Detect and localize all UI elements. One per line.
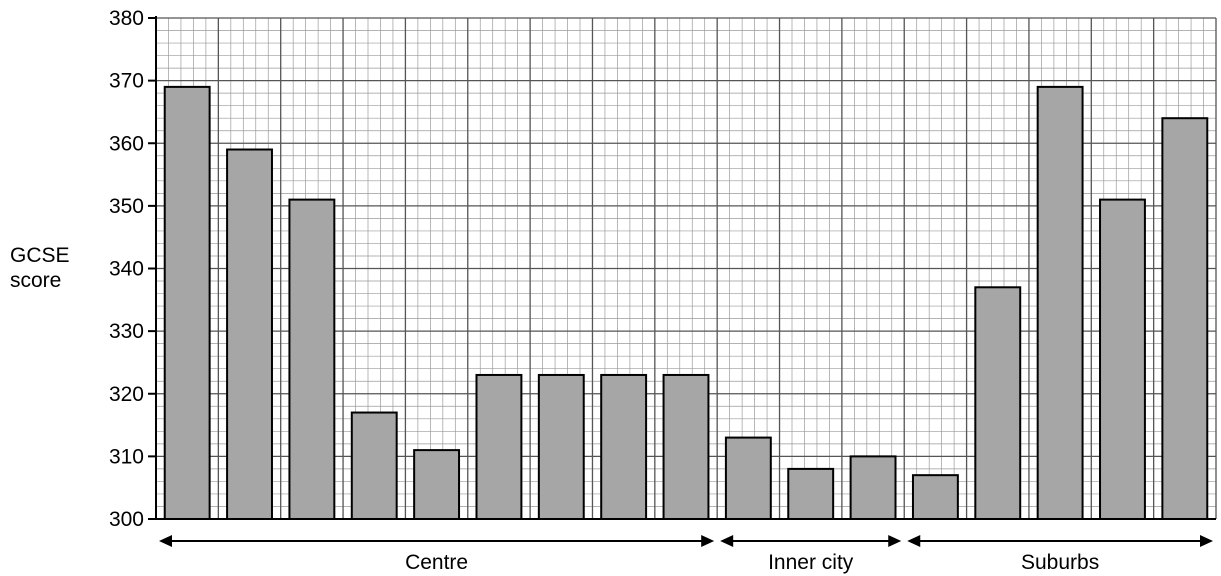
bar-16: [1099, 198, 1146, 521]
y-tick-labels: 300 310 320 330 340 350 360 370 380: [109, 7, 156, 531]
bar-14: [974, 286, 1022, 520]
bar-8: [600, 373, 648, 520]
bar-15: [1036, 85, 1084, 520]
y-axis-label-line-1: GCSE: [10, 244, 70, 267]
y-tick-label: 340: [109, 258, 144, 281]
y-tick-label: 380: [109, 7, 144, 30]
group-arrow-head-right: [1200, 535, 1213, 547]
bar-9: [662, 373, 710, 520]
group-label-suburbs: Suburbs: [1021, 551, 1099, 574]
bar-17: [1161, 117, 1209, 520]
bar-3: [288, 198, 336, 521]
y-tick-label: 360: [109, 132, 144, 155]
group-arrow-head-left: [159, 535, 172, 547]
y-tick-label: 330: [109, 320, 144, 343]
group-label-inner-city: Inner city: [768, 551, 854, 574]
group-arrow-head-left: [907, 535, 921, 547]
y-tick-label: 310: [109, 445, 144, 468]
y-tick-label: 370: [109, 70, 144, 93]
bar-10: [724, 436, 772, 520]
y-axis-label: GCSE score: [10, 243, 98, 293]
bar-1: [163, 85, 211, 520]
bar-11: [787, 467, 835, 520]
bar-5: [413, 449, 461, 520]
group-arrow-head-right: [701, 535, 715, 547]
y-tick-label: 300: [109, 508, 144, 531]
bar-4: [350, 411, 398, 521]
bar-6: [475, 373, 523, 520]
group-label-centre: Centre: [405, 551, 468, 574]
bar-2: [226, 148, 273, 520]
bars: [163, 85, 1209, 521]
y-tick-label: 320: [109, 383, 144, 406]
bar-12: [849, 455, 897, 520]
group-brackets: Centre Inner city Suburbs: [159, 535, 1213, 574]
bar-7: [537, 373, 585, 520]
y-axis-label-line-2: score: [10, 269, 62, 292]
group-arrow-head-right: [888, 535, 902, 547]
group-arrow-head-left: [720, 535, 734, 547]
y-tick-label: 350: [109, 195, 144, 218]
bar-13: [911, 474, 959, 521]
